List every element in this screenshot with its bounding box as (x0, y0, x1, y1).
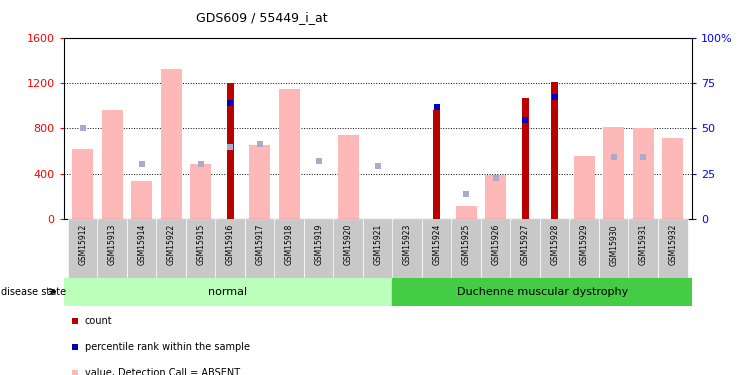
FancyBboxPatch shape (275, 219, 304, 278)
Text: percentile rank within the sample: percentile rank within the sample (85, 342, 250, 352)
FancyBboxPatch shape (97, 219, 127, 278)
Text: GSM15919: GSM15919 (314, 224, 323, 266)
Text: GSM15913: GSM15913 (108, 224, 117, 266)
Bar (485, 175, 506, 219)
Text: normal: normal (209, 286, 248, 297)
Bar (574, 156, 595, 219)
FancyBboxPatch shape (127, 219, 157, 278)
Text: GSM15921: GSM15921 (373, 224, 382, 265)
Bar (64, 278, 393, 306)
FancyBboxPatch shape (628, 219, 658, 278)
Text: GSM15920: GSM15920 (344, 224, 353, 266)
Bar (603, 127, 625, 219)
FancyBboxPatch shape (186, 219, 215, 278)
Text: GSM15926: GSM15926 (491, 224, 500, 266)
Text: GSM15927: GSM15927 (521, 224, 530, 266)
FancyBboxPatch shape (657, 219, 687, 278)
Text: GSM15929: GSM15929 (580, 224, 589, 266)
FancyBboxPatch shape (481, 219, 511, 278)
Text: GSM15912: GSM15912 (79, 224, 88, 265)
Bar (337, 135, 359, 219)
Bar (227, 83, 234, 219)
Bar (456, 206, 476, 219)
FancyBboxPatch shape (598, 219, 628, 278)
Text: count: count (85, 316, 112, 326)
FancyBboxPatch shape (363, 219, 393, 278)
Bar (73, 149, 94, 219)
FancyBboxPatch shape (540, 219, 570, 278)
Bar (131, 181, 153, 219)
Bar (249, 146, 270, 219)
Bar (662, 138, 683, 219)
Text: GSM15918: GSM15918 (285, 224, 294, 265)
Text: Duchenne muscular dystrophy: Duchenne muscular dystrophy (456, 286, 628, 297)
FancyBboxPatch shape (215, 219, 245, 278)
Text: GSM15931: GSM15931 (639, 224, 648, 266)
Bar (190, 164, 211, 219)
Bar (102, 110, 123, 219)
Text: GSM15914: GSM15914 (137, 224, 147, 266)
Text: GSM15922: GSM15922 (167, 224, 176, 265)
Text: GSM15925: GSM15925 (462, 224, 470, 266)
Text: disease state: disease state (1, 286, 66, 297)
Bar (393, 278, 692, 306)
Text: value, Detection Call = ABSENT: value, Detection Call = ABSENT (85, 368, 239, 375)
Text: GSM15924: GSM15924 (432, 224, 441, 266)
FancyBboxPatch shape (451, 219, 481, 278)
Bar (633, 129, 654, 219)
Text: GSM15916: GSM15916 (226, 224, 235, 266)
FancyBboxPatch shape (304, 219, 334, 278)
FancyBboxPatch shape (569, 219, 599, 278)
FancyBboxPatch shape (392, 219, 422, 278)
FancyBboxPatch shape (334, 219, 364, 278)
FancyBboxPatch shape (245, 219, 275, 278)
Text: GSM15928: GSM15928 (551, 224, 560, 265)
Text: GSM15915: GSM15915 (196, 224, 205, 266)
FancyBboxPatch shape (156, 219, 186, 278)
FancyBboxPatch shape (422, 219, 452, 278)
Bar (521, 98, 529, 219)
FancyBboxPatch shape (68, 219, 98, 278)
Text: GDS609 / 55449_i_at: GDS609 / 55449_i_at (196, 11, 328, 24)
Bar (551, 82, 558, 219)
Text: GSM15923: GSM15923 (402, 224, 411, 266)
Text: GSM15932: GSM15932 (668, 224, 677, 266)
Bar (433, 110, 441, 219)
Bar (279, 88, 300, 219)
Text: GSM15917: GSM15917 (255, 224, 264, 266)
Text: GSM15930: GSM15930 (609, 224, 619, 266)
FancyBboxPatch shape (510, 219, 540, 278)
Bar (161, 69, 182, 219)
